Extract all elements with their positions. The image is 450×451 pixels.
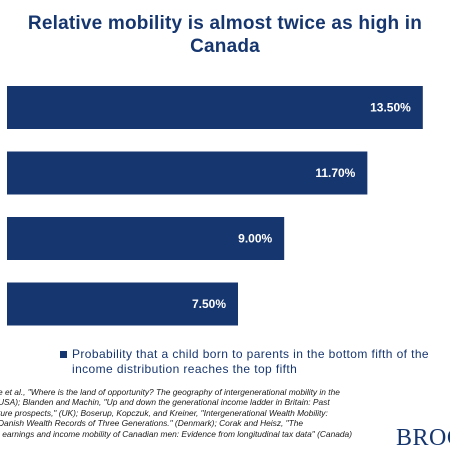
brookings-logo: BROC (396, 425, 450, 451)
source-line-4: Danish Wealth Records of Three Generatio… (0, 418, 304, 429)
bar-value-label-4: 7.50% (192, 297, 226, 311)
chart-title-line-2: Canada (190, 36, 260, 57)
bar-chart: 13.50% 11.70% 9.00% 7.50% (7, 86, 423, 326)
bar-value-label-1: 13.50% (370, 101, 411, 115)
chart-legend: Probability that a child born to parents… (60, 347, 430, 377)
legend-swatch (60, 351, 67, 358)
chart-title-line-1: Relative mobility is almost twice as hig… (27, 13, 423, 34)
source-line-3: ture prospects," (UK); Boserup, Kopczuk,… (0, 407, 328, 418)
bar-1 (7, 86, 423, 129)
chart-title: Relative mobility is almost twice as hig… (0, 12, 450, 58)
legend-label: Probability that a child born to parents… (72, 347, 429, 376)
source-line-5: l earnings and income mobility of Canadi… (0, 428, 352, 439)
bar-value-label-3: 9.00% (238, 232, 272, 246)
source-line-2: USA); Blanden and Machin, "Up and down t… (0, 397, 330, 408)
bar-4 (7, 282, 238, 326)
bar-3 (7, 217, 285, 260)
bar-2 (7, 151, 368, 195)
source-notes: e et al., "Where is the land of opportun… (0, 387, 398, 439)
source-line-1: e et al., "Where is the land of opportun… (0, 387, 340, 397)
bar-value-label-2: 11.70% (315, 166, 355, 180)
